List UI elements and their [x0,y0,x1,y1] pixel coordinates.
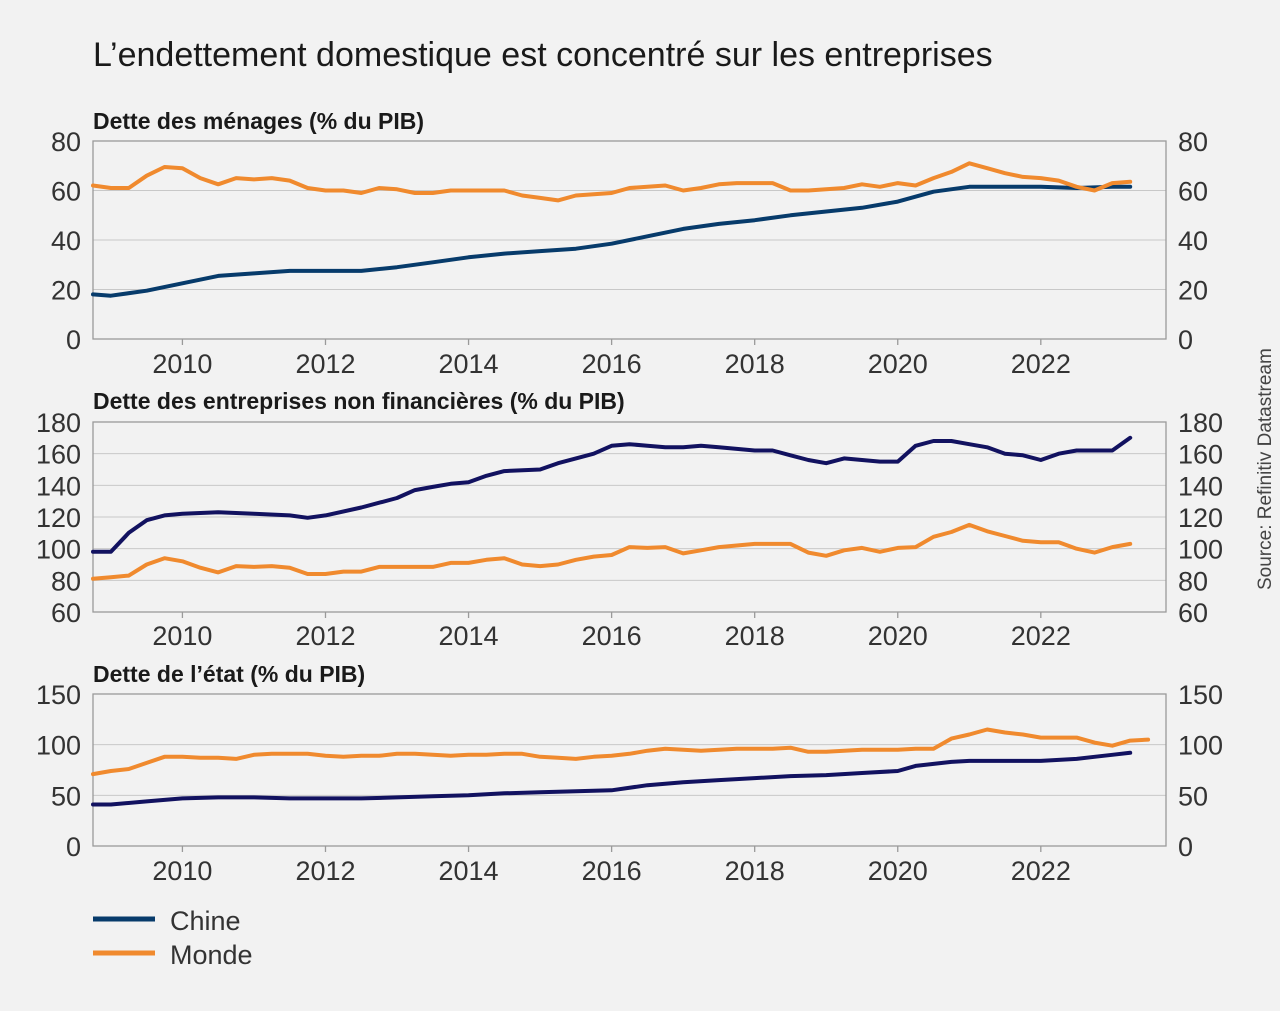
y-tick-label-right: 120 [1178,503,1223,533]
panel-etat: Dette de l’état (% du PIB) 0 0 50 50 100 100 15… [36,661,1223,886]
y-tick-label-right: 100 [1178,535,1223,565]
series-line-monde [91,161,1133,203]
x-tick-label: 2014 [439,856,499,886]
x-tick-label: 2010 [152,856,212,886]
y-tick-label-right: 0 [1178,832,1193,862]
y-tick-label-left: 60 [51,598,81,628]
x-tick-label: 2014 [439,349,499,379]
y-tick-label-left: 20 [51,276,81,306]
y-tick-label-left: 80 [51,127,81,157]
x-tick-label: 2012 [295,621,355,651]
y-tick-label-right: 60 [1178,177,1208,207]
y-tick-label-left: 160 [36,440,81,470]
plot-frame [92,693,1167,847]
y-tick-label-left: 80 [51,566,81,596]
legend-label-chine: Chine [170,906,241,936]
series-line-monde [91,727,1151,777]
x-tick-label: 2018 [725,856,785,886]
y-tick-label-left: 180 [36,408,81,438]
x-tick-label: 2022 [1011,349,1071,379]
source-note: Source: Refinitiv Datastream [1255,348,1276,590]
y-tick-label-right: 60 [1178,598,1208,628]
panel-title: Dette de l’état (% du PIB) [93,661,365,687]
y-tick-label-right: 0 [1178,325,1193,355]
y-tick-label-left: 0 [66,832,81,862]
y-tick-label-left: 40 [51,226,81,256]
y-tick-label-left: 100 [36,731,81,761]
panel-entreprises: Dette des entreprises non financières (%… [36,388,1223,651]
x-tick-label: 2020 [868,621,928,651]
y-tick-label-right: 100 [1178,731,1223,761]
y-tick-label-right: 160 [1178,440,1223,470]
series-line-chine [91,750,1133,807]
x-tick-label: 2016 [582,349,642,379]
y-tick-label-left: 50 [51,781,81,811]
x-tick-label: 2016 [582,856,642,886]
y-tick-label-left: 140 [36,471,81,501]
x-tick-label: 2010 [152,621,212,651]
x-tick-label: 2014 [439,621,499,651]
y-tick-label-right: 20 [1178,276,1208,306]
x-tick-label: 2010 [152,349,212,379]
y-tick-label-left: 100 [36,535,81,565]
legend-label-monde: Monde [170,940,253,970]
plot-frame [92,421,1167,613]
panel-title: Dette des entreprises non financières (%… [93,388,625,414]
x-tick-label: 2022 [1011,856,1071,886]
series-line-chine [91,435,1133,554]
y-tick-label-right: 80 [1178,566,1208,596]
series-line-monde [91,522,1133,581]
x-tick-label: 2018 [725,349,785,379]
x-tick-label: 2012 [295,349,355,379]
y-tick-label-right: 180 [1178,408,1223,438]
x-tick-label: 2022 [1011,621,1071,651]
y-tick-label-left: 120 [36,503,81,533]
x-tick-label: 2012 [295,856,355,886]
series-line-chine [91,184,1133,298]
y-tick-label-left: 150 [36,680,81,710]
y-tick-label-right: 140 [1178,471,1223,501]
x-tick-label: 2020 [868,856,928,886]
x-tick-label: 2020 [868,349,928,379]
y-tick-label-left: 60 [51,177,81,207]
y-tick-label-left: 0 [66,325,81,355]
y-tick-label-right: 40 [1178,226,1208,256]
x-tick-label: 2016 [582,621,642,651]
y-tick-label-right: 50 [1178,781,1208,811]
y-tick-label-right: 80 [1178,127,1208,157]
panel-title: Dette des ménages (% du PIB) [93,108,424,134]
figure-title: L’endettement domestique est concentré s… [93,36,993,74]
plot-frame [92,140,1167,340]
y-tick-label-right: 150 [1178,680,1223,710]
x-tick-label: 2018 [725,621,785,651]
